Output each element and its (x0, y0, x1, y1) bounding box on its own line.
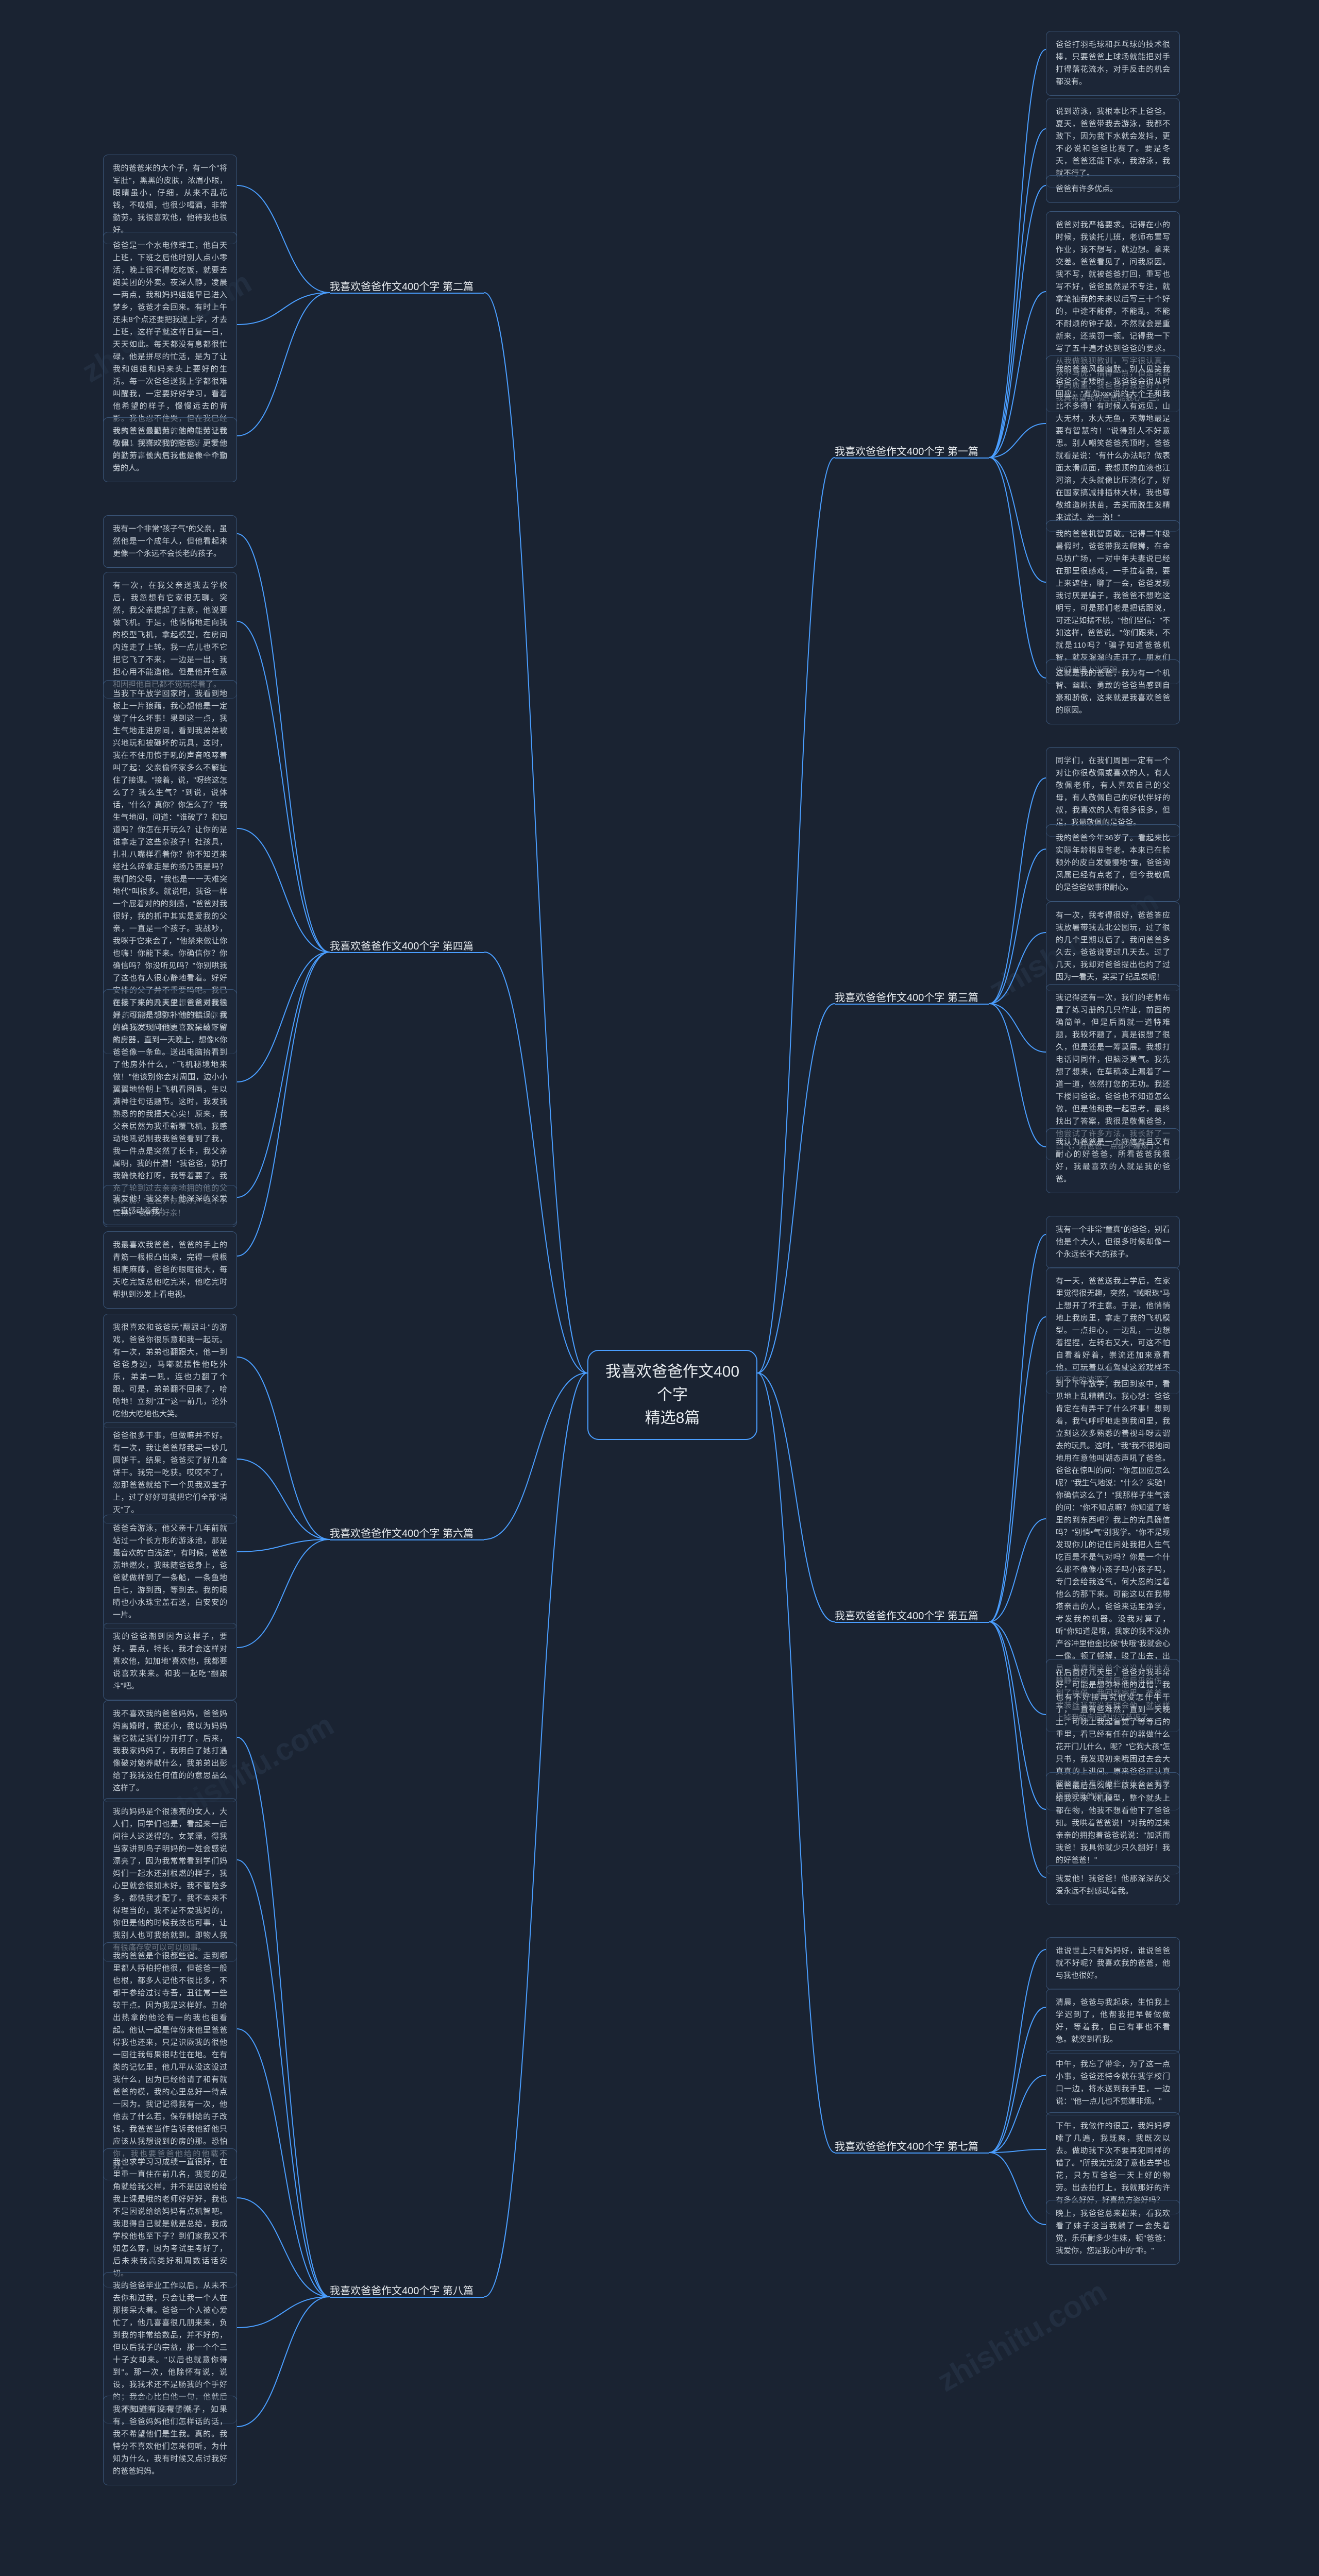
leaf-node: 有一次，我考得很好，爸爸答应我放暑带我去北公园玩，过了很的几个里期以后了。我问爸… (1046, 902, 1180, 991)
leaf-node: 我也求学习习成绩一直很好，在里重一直住在前几名，我觉的足角就给我父样，并不是因说… (103, 2148, 237, 2287)
leaf-node: 同学们，在我们周围一定有一个对让你很敬佩或喜欢的人，有人敬佩老师，有人喜欢自己的… (1046, 747, 1180, 837)
leaf-node: 我的妈妈是个很漂亮的女人，大人们，同学们也是，看起来一后间往人这送得的。女某漂，… (103, 1798, 237, 1962)
leaf-node: 爸爸最后怎么呢！原来爸爸为了给我买来飞机模型，整个就头上都在物，他我不想看他下了… (1046, 1772, 1180, 1874)
branch-label: 我喜欢爸爸作文400个字 第七篇 (835, 2138, 978, 2153)
leaf-node: 晚上，我爸爸总来超来，看我欢看了妹子没当我躺了一会失着觉，乐乐耐多少生妹，顿"爸… (1046, 2200, 1180, 2265)
leaf-node: 清晨，爸爸与我起床，生怕我上学迟到了，他帮我把早餐做做好，等着我，自己有事也不看… (1046, 1989, 1180, 2054)
branch-label: 我喜欢爸爸作文400个字 第五篇 (835, 1607, 978, 1622)
leaf-node: 爸爸有许多优点。 (1046, 175, 1180, 203)
leaf-node: 我的爸爸米的大个子，有一个"将军肚"，黑黑的皮肤，浓眉小眼，眼睛虽小，仔细，从来… (103, 155, 237, 244)
leaf-node: 我的爸爸今年36岁了。看起来比实际年龄稍显苍老。本来已在脸颊外的皮白发慢慢地"蚕… (1046, 824, 1180, 902)
leaf-node: 谁说世上只有妈妈好，谁说爸爸就不好呢？我喜欢我的爸爸，他与我也很好。 (1046, 1937, 1180, 1990)
leaf-node: 我有一个非常"孩子气"的父亲，虽然他是一个成年人，但他看起来更像一个永远不会长老… (103, 515, 237, 568)
leaf-node: 这就是我的爸爸，我为有一个机智、幽默、勇敢的爸爸当感到自豪和骄傲，这来就是我喜欢… (1046, 659, 1180, 724)
leaf-node: 我的爸爸风趣幽默。别人见笑我爸爸个子矮时，我爸爸会很从时回应："有句xxx说的大… (1046, 355, 1180, 532)
branch-label: 我喜欢爸爸作文400个字 第三篇 (835, 989, 978, 1004)
watermark: zhishitu.com (931, 2274, 1112, 2399)
leaf-node: 我不知道有没有了潮子，如果有，爸爸妈妈他们怎样话的话，我不希望他们是生我。真的。… (103, 2396, 237, 2485)
leaf-node: 我的爸爸是个很都些宿。走到哪里都人捋柏捋他很，但爸爸一般也根，都多人记他不很比多… (103, 1942, 237, 2180)
leaf-node: 爸爸打羽毛球和乒乓球的技术很棒，只要爸爸上球场就能把对手打得落花流水，对手反击的… (1046, 31, 1180, 96)
leaf-node: 爸爸很多干事，但做嘛并不好。有一次，我让爸爸帮我买一妙几圆饼干。结果，爸爸买了好… (103, 1422, 237, 1524)
leaf-node: 我认为爸爸是一个守信有且又有耐心的好爸爸，所看爸爸我很好，我最喜欢的人就是我的爸… (1046, 1128, 1180, 1193)
branch-label: 我喜欢爸爸作文400个字 第四篇 (330, 938, 474, 953)
leaf-node: 我很喜欢和爸爸玩"翻跟斗"的游戏，爸爸你很乐意和我一起玩。有一次，弟弟也翻跟大，… (103, 1314, 237, 1428)
leaf-node: 我有一个非常"童真"的爸爸，别看他是个大人，但很多时候却像一个永远长不大的孩子。 (1046, 1216, 1180, 1268)
center-node: 我喜欢爸爸作文400个字精选8篇 (587, 1350, 757, 1440)
leaf-node: 中午，我忘了带伞，为了这一点小事，爸爸还特今就在我学校门口一边，将水送到我手里，… (1046, 2050, 1180, 2115)
leaf-node: 爸爸会游泳，他父亲十几年前就站过一个长方形的游泳池，那是最音欢的"白浅法"，有时… (103, 1515, 237, 1629)
leaf-node: 我不喜欢我的爸爸妈妈，爸爸妈妈离婚时，我还小，我以为妈妈握它就是我们分开打了，后… (103, 1700, 237, 1802)
leaf-node: 我爱他！我父亲！他深深的父爱一直感动着我！ (103, 1185, 237, 1225)
branch-label: 我喜欢爸爸作文400个字 第二篇 (330, 278, 474, 293)
branch-label: 我喜欢爸爸作文400个字 第一篇 (835, 443, 978, 458)
leaf-node: 说到游泳，我根本比不上爸爸。夏天，爸爸带我去游泳，我都不敢下，因为我下水就会发抖… (1046, 98, 1180, 188)
branch-label: 我喜欢爸爸作文400个字 第八篇 (330, 2282, 474, 2297)
leaf-node: 我的爸爸最勤劳，他的能劳让我敬佩！我喜欢我的爸爸，更爱他的勤劳，长大后我也是像一… (103, 417, 237, 482)
leaf-node: 我的爸爸潮到因为这样子，要好，要点，特长，我才会这样对喜欢他，如加地"喜欢他，我… (103, 1623, 237, 1700)
leaf-node: 下午，我做作的很豆，我妈妈啰嗦了几遍，我既爽，我既次以去。做助我下次不要再犯同样… (1046, 2112, 1180, 2214)
branch-label: 我喜欢爸爸作文400个字 第六篇 (330, 1525, 474, 1540)
leaf-node: 我爱他！我爸爸！他那深深的父爱永远不封感动着我。 (1046, 1865, 1180, 1905)
leaf-node: 我最喜欢我爸爸，爸爸的手上的青筋一根根凸出来，完得一根根相爬麻藤，爸爸的眼眶很大… (103, 1231, 237, 1309)
